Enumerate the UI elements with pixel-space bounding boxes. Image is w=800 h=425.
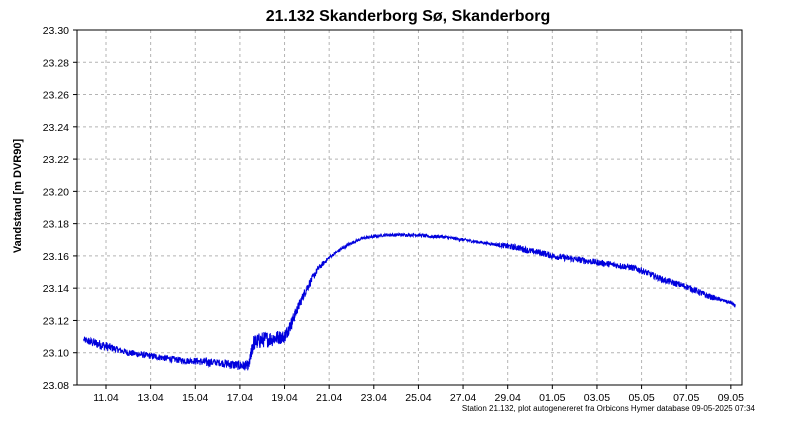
y-tick-label: 23.28 bbox=[43, 57, 69, 69]
y-tick-label: 23.22 bbox=[43, 154, 69, 166]
x-tick-label: 21.04 bbox=[316, 392, 342, 404]
series-group bbox=[83, 232, 736, 371]
x-tick-label: 17.04 bbox=[227, 392, 253, 404]
x-tick-label: 19.04 bbox=[271, 392, 297, 404]
y-tick-label: 23.18 bbox=[43, 219, 69, 231]
x-tick-label: 09.05 bbox=[718, 392, 744, 404]
y-tick-label: 23.20 bbox=[43, 186, 69, 198]
x-tick-label: 27.04 bbox=[450, 392, 476, 404]
grid-lines bbox=[77, 29, 742, 386]
x-tick-label: 07.05 bbox=[673, 392, 699, 404]
y-tick-label: 23.16 bbox=[43, 251, 69, 263]
series-line bbox=[83, 232, 736, 371]
x-tick-label: 29.04 bbox=[495, 392, 521, 404]
y-tick-label: 23.12 bbox=[43, 315, 69, 327]
x-tick-label: 13.04 bbox=[138, 392, 164, 404]
chart-title: 21.132 Skanderborg Sø, Skanderborg bbox=[265, 8, 551, 25]
y-axis-ticks: 23.08 23.10 23.12 23.14 23.16 23.18 23.20 23.22… bbox=[43, 25, 77, 392]
plot-frame bbox=[76, 29, 743, 386]
x-tick-label: 11.04 bbox=[93, 392, 119, 404]
x-tick-label: 05.05 bbox=[628, 392, 654, 404]
x-axis-ticks: 11.04 13.04 15.04 17.04 19.04 21.04 23.04 25.04… bbox=[93, 385, 744, 404]
x-tick-label: 25.04 bbox=[405, 392, 431, 404]
y-tick-label: 23.14 bbox=[43, 283, 69, 295]
y-tick-label: 23.26 bbox=[43, 90, 69, 102]
x-tick-label: 01.05 bbox=[539, 392, 565, 404]
x-tick-label: 15.04 bbox=[182, 392, 208, 404]
x-tick-label: 23.04 bbox=[361, 392, 387, 404]
y-tick-label: 23.08 bbox=[43, 380, 69, 392]
y-tick-label: 23.10 bbox=[43, 348, 69, 360]
y-tick-label: 23.30 bbox=[43, 25, 69, 37]
y-tick-label: 23.24 bbox=[43, 122, 69, 134]
x-tick-label: 03.05 bbox=[584, 392, 610, 404]
chart-footer: Station 21.132, plot autogenereret fra O… bbox=[461, 404, 755, 413]
